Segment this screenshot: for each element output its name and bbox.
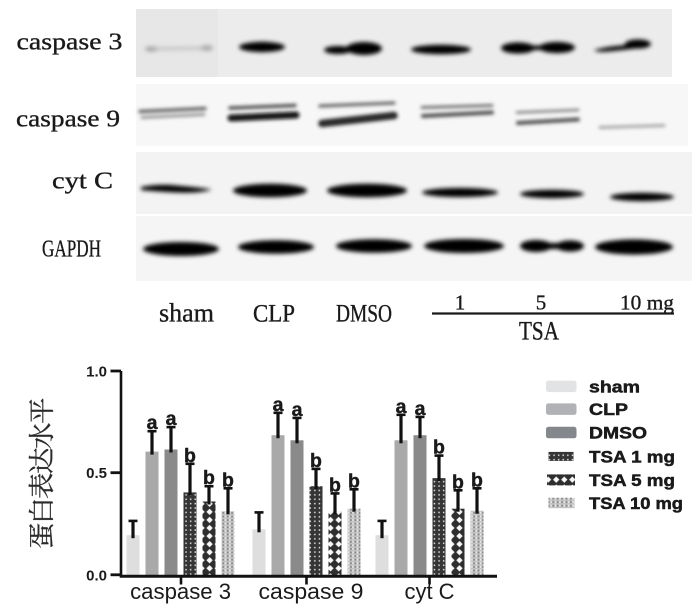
svg-text:0.0: 0.0 — [86, 567, 107, 584]
svg-text:TSA: TSA — [519, 317, 559, 346]
svg-text:caspase 3: caspase 3 — [130, 579, 231, 604]
svg-text:1.0: 1.0 — [86, 364, 107, 381]
svg-text:CLP: CLP — [253, 301, 295, 328]
svg-text:sham: sham — [589, 377, 640, 396]
svg-text:1: 1 — [455, 291, 466, 315]
svg-text:b: b — [452, 471, 464, 493]
svg-text:TSA 10 mg: TSA 10 mg — [589, 494, 683, 513]
svg-text:b: b — [203, 467, 215, 489]
svg-text:sham: sham — [159, 299, 214, 328]
svg-text:a: a — [273, 394, 284, 416]
svg-text:b: b — [348, 470, 360, 492]
svg-text:0.5: 0.5 — [86, 465, 107, 482]
svg-text:b: b — [433, 437, 445, 459]
svg-text:b: b — [471, 469, 483, 491]
svg-text:caspase 9: caspase 9 — [259, 579, 364, 604]
svg-text:a: a — [292, 399, 303, 421]
svg-text:b: b — [184, 445, 196, 467]
svg-text:5: 5 — [536, 291, 547, 315]
svg-text:a: a — [147, 412, 158, 434]
svg-text:10 mg: 10 mg — [620, 291, 674, 315]
svg-text:cyt C: cyt C — [405, 579, 455, 604]
svg-text:DMSO: DMSO — [336, 301, 392, 328]
svg-text:a: a — [415, 398, 426, 420]
svg-text:CLP: CLP — [589, 400, 628, 419]
svg-text:caspase 9: caspase 9 — [16, 107, 120, 133]
svg-text:b: b — [222, 469, 234, 491]
svg-text:GAPDH: GAPDH — [42, 237, 101, 263]
svg-text:TSA 1 mg: TSA 1 mg — [589, 447, 675, 466]
svg-text:b: b — [310, 450, 322, 472]
svg-text:TSA 5 mg: TSA 5 mg — [589, 471, 675, 490]
svg-text:caspase 3: caspase 3 — [17, 30, 123, 56]
svg-text:b: b — [329, 474, 341, 496]
svg-text:a: a — [166, 408, 177, 430]
svg-text:cyt C: cyt C — [52, 169, 113, 195]
svg-text:a: a — [396, 396, 407, 418]
svg-text:DMSO: DMSO — [589, 424, 647, 443]
